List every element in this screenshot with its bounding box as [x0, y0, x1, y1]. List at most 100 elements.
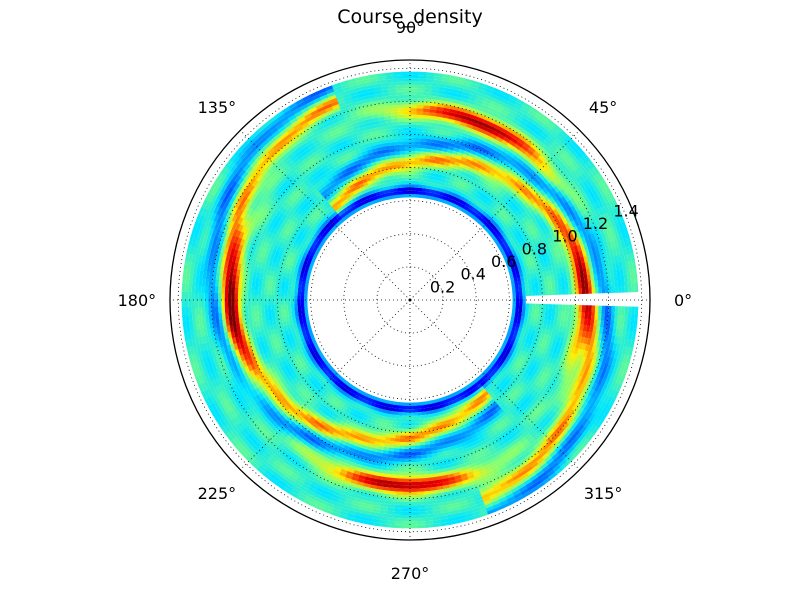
heatmap-cell [551, 309, 556, 316]
heatmap-cell [365, 163, 372, 168]
heatmap-cell [521, 283, 526, 289]
heatmap-cell [377, 448, 385, 454]
heatmap-cell [456, 425, 463, 431]
heatmap-cell [351, 416, 359, 422]
heatmap-cell [263, 252, 269, 260]
heatmap-cell [414, 151, 421, 155]
heatmap-cell [354, 163, 362, 169]
heatmap-cell [421, 178, 428, 182]
heatmap-cell [404, 170, 410, 175]
heatmap-cell [418, 421, 424, 426]
heatmap-cell [421, 184, 427, 189]
heatmap-cell [553, 335, 558, 342]
heatmap-cell [376, 452, 384, 457]
heatmap-cell [404, 154, 410, 158]
heatmap-cell [269, 226, 276, 234]
heatmap-cell [307, 324, 312, 330]
heatmap-cell [417, 187, 422, 192]
heatmap-cell [401, 415, 407, 420]
heatmap-cell [526, 357, 533, 364]
heatmap-cell [231, 293, 235, 301]
heatmap-cell [555, 267, 560, 275]
heatmap-cell [272, 228, 279, 236]
heatmap-cell [255, 278, 260, 285]
heatmap-cell [277, 212, 284, 220]
heatmap-cell [269, 324, 275, 331]
heatmap-cell [354, 435, 361, 441]
heatmap-cell [273, 348, 279, 356]
heatmap-cell [304, 310, 309, 316]
heatmap-cell [294, 303, 298, 309]
heatmap-cell [525, 337, 530, 344]
heatmap-cell [284, 312, 289, 319]
heatmap-cell [371, 450, 379, 456]
heatmap-cell [456, 439, 463, 445]
heatmap-cell [398, 458, 406, 463]
heatmap-cell [428, 162, 435, 167]
heatmap-cell [266, 253, 272, 261]
heatmap-cell [430, 145, 438, 151]
heatmap-cell [441, 410, 448, 415]
heatmap-cell [281, 308, 285, 315]
heatmap-cell [265, 346, 271, 353]
heatmap-cell [418, 425, 425, 429]
heatmap-cell [404, 455, 411, 459]
heatmap-cell [410, 419, 415, 423]
heatmap-cell [294, 307, 299, 313]
heatmap-cell [404, 448, 411, 453]
heatmap-cell [466, 155, 474, 161]
heatmap-cell [511, 313, 515, 319]
heatmap-cell [519, 322, 524, 329]
heatmap-cell [262, 258, 267, 265]
heatmap-cell [514, 268, 520, 274]
heatmap-cell [349, 421, 356, 428]
heatmap-cell [215, 279, 220, 288]
heatmap-cell [357, 169, 364, 175]
heatmap-cell [387, 427, 393, 432]
heatmap-cell [387, 145, 395, 150]
heatmap-cell [524, 346, 530, 353]
heatmap-cell [413, 412, 419, 416]
heatmap-cell [291, 308, 295, 314]
heatmap-cell [389, 185, 395, 190]
heatmap-cell [526, 320, 531, 326]
heatmap-cell [409, 144, 416, 148]
heatmap-cell [423, 158, 430, 163]
heatmap-cell [373, 441, 381, 446]
heatmap-cell [279, 336, 285, 343]
heatmap-cell [542, 255, 547, 262]
heatmap-cell [395, 164, 401, 169]
heatmap-cell [457, 148, 465, 154]
heatmap-cell [371, 182, 378, 187]
heatmap-cell [402, 117, 410, 122]
heatmap-cell [262, 347, 268, 354]
heatmap-cell [275, 246, 282, 254]
heatmap-cell [304, 307, 308, 312]
heatmap-cell [441, 199, 447, 204]
heatmap-cell [518, 310, 522, 316]
heatmap-cell [352, 438, 360, 444]
heatmap-cell [521, 311, 526, 317]
heatmap-cell [402, 104, 410, 109]
heatmap-cell [522, 295, 526, 300]
heatmap-cell [439, 174, 446, 180]
heatmap-cell [272, 318, 277, 325]
heatmap-cell [382, 426, 389, 431]
heatmap-cell [436, 170, 443, 175]
heatmap-cell [382, 149, 390, 154]
heatmap-cell [413, 402, 418, 406]
heatmap-cell [280, 300, 285, 306]
heatmap-cell [259, 268, 265, 275]
heatmap-cell [438, 431, 445, 436]
heatmap-cell [441, 185, 447, 190]
heatmap-cell [431, 399, 437, 404]
heatmap-cell [237, 287, 242, 295]
heatmap-cell [431, 193, 437, 198]
heatmap-cell [257, 289, 262, 296]
heatmap-cell [271, 285, 276, 292]
heatmap-cell [512, 288, 516, 293]
heatmap-cell [515, 306, 520, 312]
heatmap-cell [274, 328, 279, 335]
heatmap-cell [276, 271, 281, 278]
heatmap-cell [429, 155, 436, 160]
